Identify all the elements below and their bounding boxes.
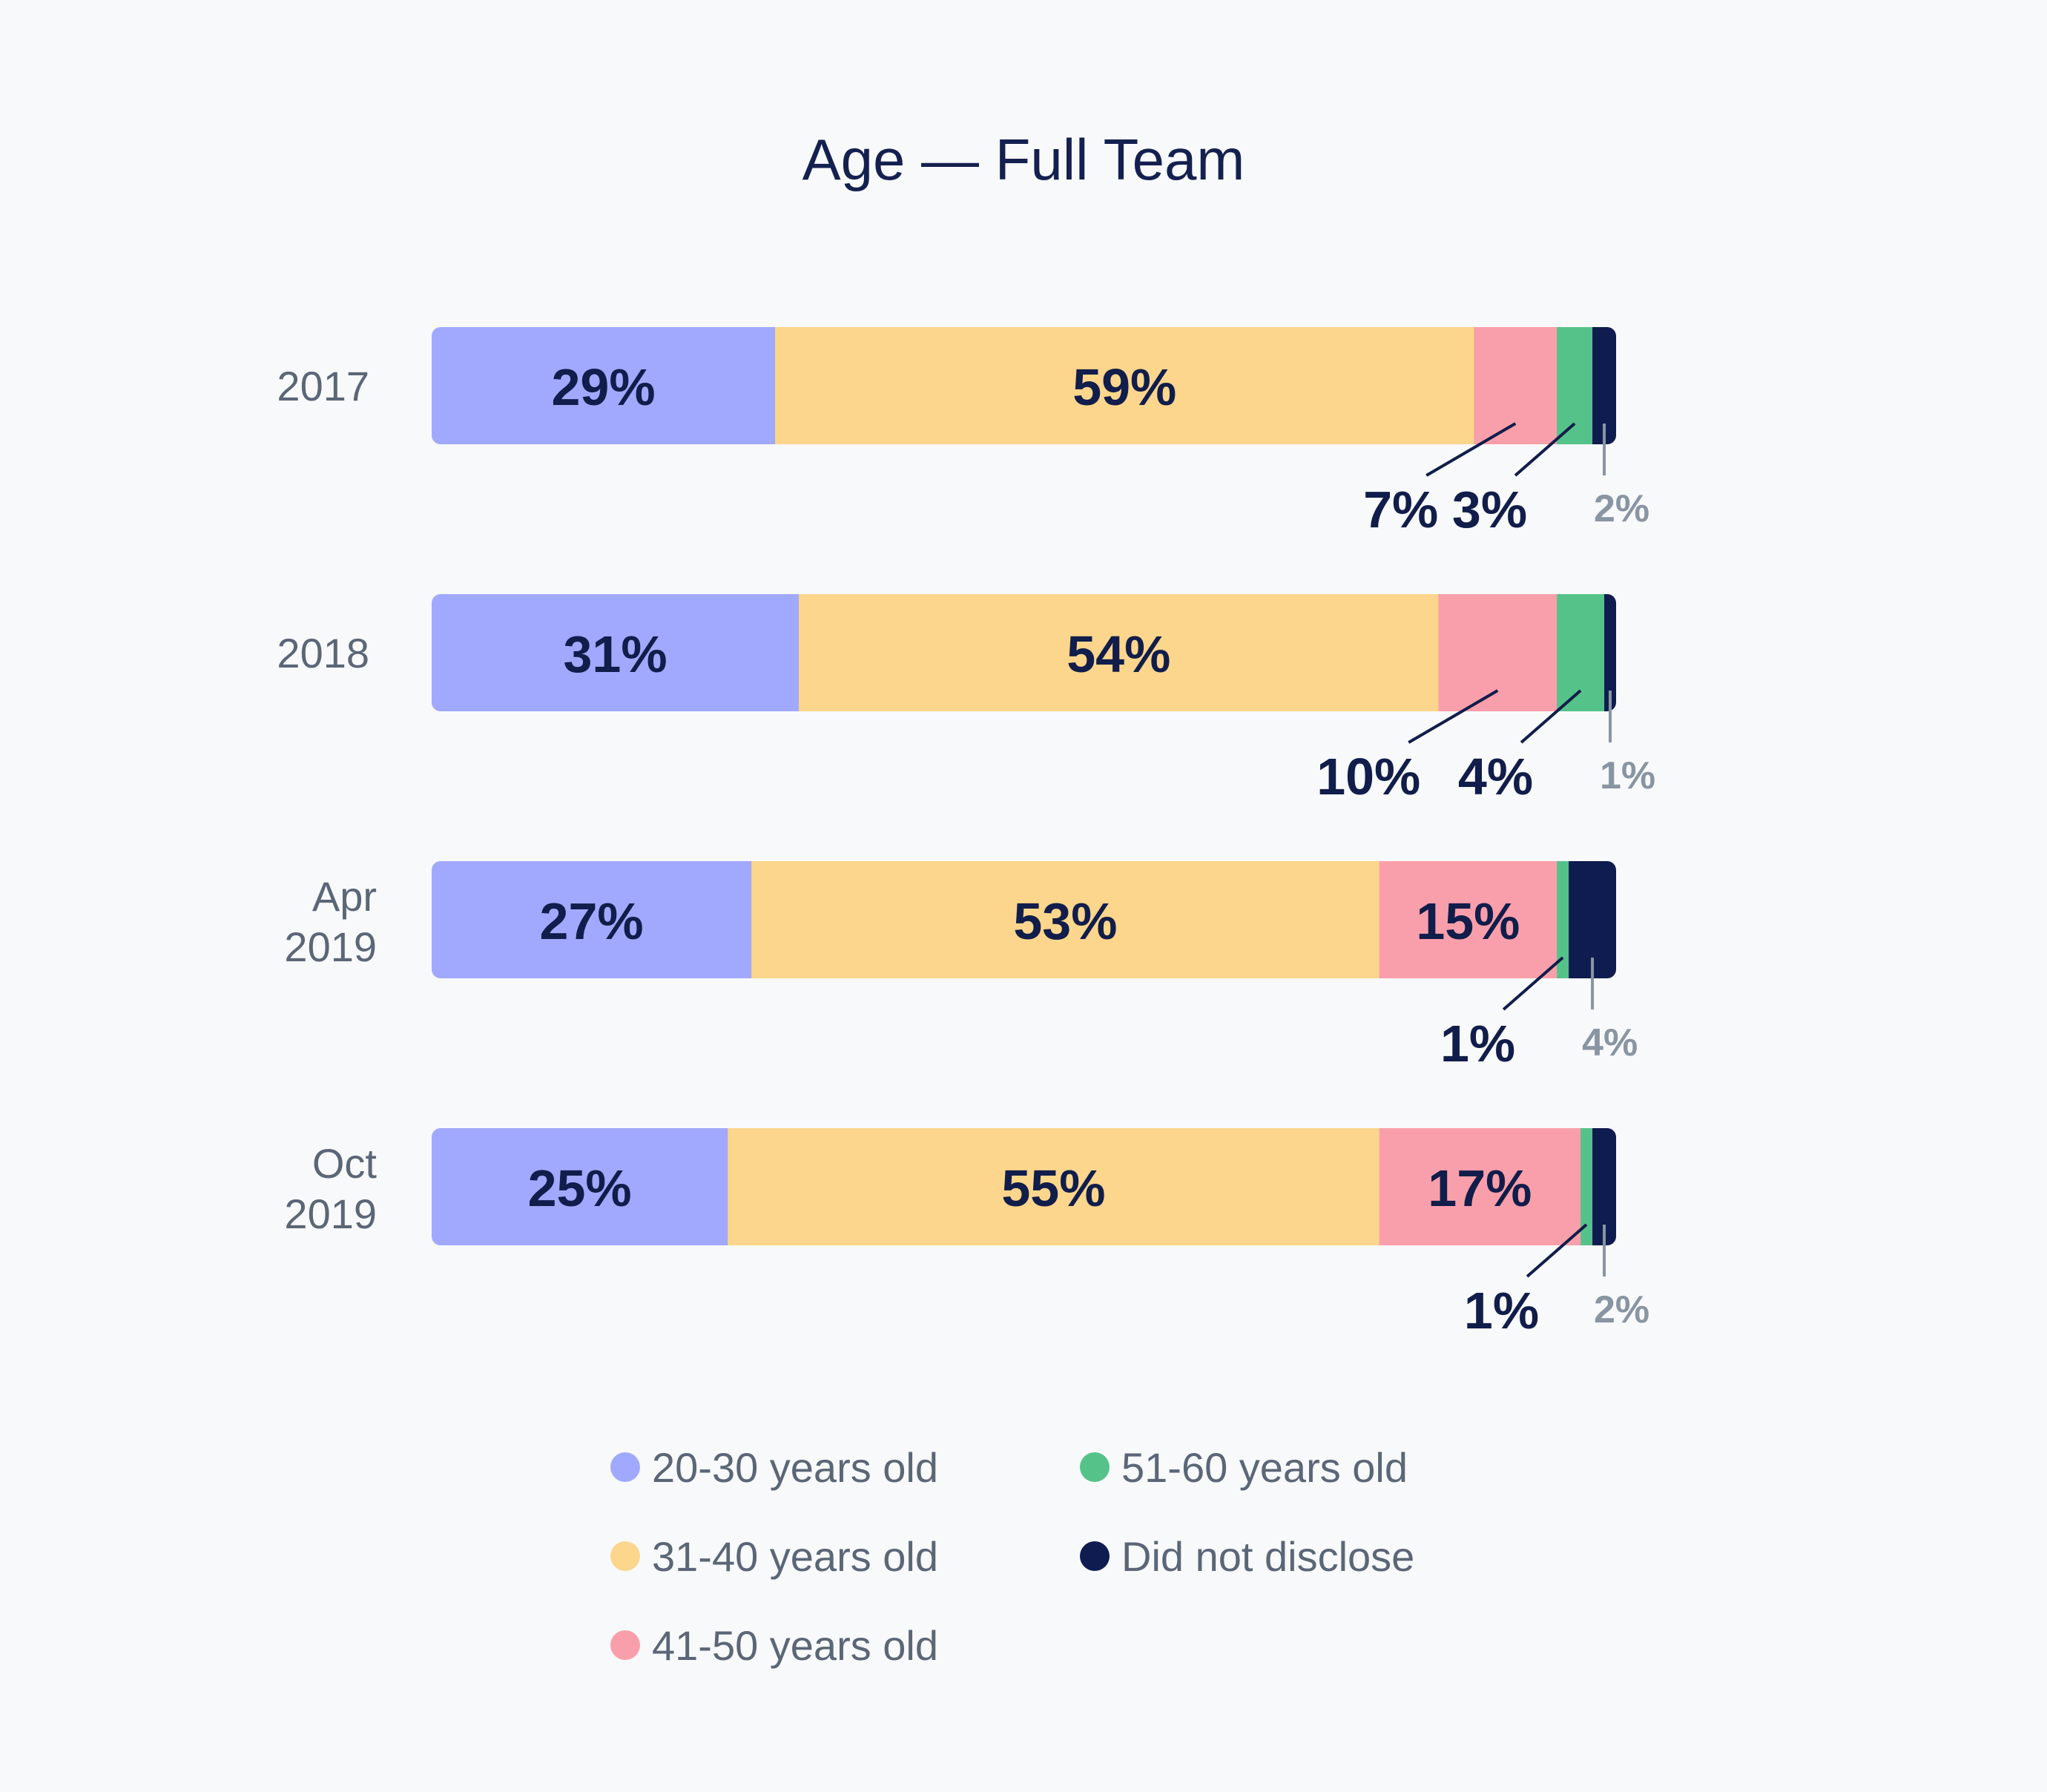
legend-item-51-60-years-old: 51-60 years old bbox=[1080, 1444, 1408, 1491]
leader-line bbox=[1520, 689, 1582, 744]
bar-segment-20-30-years-old-2018 bbox=[432, 594, 800, 711]
bar-segment-51-60-years-old-2017 bbox=[1557, 327, 1593, 444]
bar-segment-20-30-years-old-oct-2019 bbox=[432, 1128, 728, 1245]
legend-label: Did not disclose bbox=[1121, 1533, 1414, 1580]
legend-swatch bbox=[610, 1630, 640, 1660]
legend-label: 20-30 years old bbox=[652, 1444, 938, 1491]
leader-line bbox=[1425, 422, 1517, 477]
legend-swatch bbox=[1080, 1452, 1110, 1482]
bar-row-apr-2019: Apr 2019 27% 53% 15% 1% 4% bbox=[284, 861, 1638, 1073]
value-label: 4% bbox=[1458, 748, 1533, 806]
value-label: 59% bbox=[1072, 358, 1176, 416]
bar-segment-20-30-years-old-apr-2019 bbox=[432, 861, 752, 978]
legend-item-31-40-years-old: 31-40 years old bbox=[610, 1533, 938, 1580]
value-label: 54% bbox=[1067, 625, 1170, 683]
bar-segment-31-40-years-old-2018 bbox=[799, 594, 1439, 711]
value-label: 1% bbox=[1440, 1015, 1515, 1073]
legend: 20-30 years old 31-40 years old 41-50 year… bbox=[610, 1444, 1414, 1669]
legend-item-did-not-disclose: Did not disclose bbox=[1080, 1533, 1414, 1580]
value-label: 15% bbox=[1416, 892, 1520, 950]
value-label: 27% bbox=[540, 892, 644, 950]
chart-title: Age — Full Team bbox=[802, 127, 1245, 192]
bar-segment-41-50-years-old-2017 bbox=[1474, 327, 1558, 444]
value-label: 2% bbox=[1594, 1288, 1649, 1331]
leader-line bbox=[1526, 1223, 1588, 1278]
category-label: 2017 bbox=[277, 363, 369, 409]
legend-swatch bbox=[610, 1541, 640, 1571]
legend-label: 41-50 years old bbox=[652, 1622, 938, 1669]
category-label: 2018 bbox=[277, 630, 369, 676]
value-label: 31% bbox=[563, 625, 667, 683]
legend-swatch bbox=[610, 1452, 640, 1482]
bar-row-2017: 2017 29% 59% 7% 3% 2% bbox=[277, 327, 1649, 538]
value-label: 17% bbox=[1428, 1159, 1532, 1217]
value-label: 1% bbox=[1600, 754, 1655, 797]
value-label: 2% bbox=[1594, 487, 1649, 530]
bars-layer: 2017 29% 59%7% 3% 2%2018 31% 54%10% 4% 1%Apr 2019… bbox=[277, 327, 1655, 1340]
value-label: 25% bbox=[528, 1159, 632, 1217]
category-label: Oct 2019 bbox=[284, 1140, 377, 1237]
value-label: 55% bbox=[1001, 1159, 1105, 1217]
value-label: 10% bbox=[1316, 748, 1420, 806]
bar-segment-31-40-years-old-oct-2019 bbox=[728, 1128, 1380, 1245]
bar-segment-51-60-years-old-2018 bbox=[1557, 594, 1605, 711]
bar-segment-41-50-years-old-apr-2019 bbox=[1379, 861, 1558, 978]
legend-item-41-50-years-old: 41-50 years old bbox=[610, 1622, 938, 1669]
leader-line bbox=[1408, 689, 1499, 744]
bar-segment-51-60-years-old-apr-2019 bbox=[1557, 861, 1569, 978]
bar-segment-did-not-disclose-2018 bbox=[1604, 594, 1616, 711]
bar-segment-41-50-years-old-2018 bbox=[1438, 594, 1558, 711]
bar-row-2018: 2018 31% 54% 10% 4% 1% bbox=[277, 594, 1655, 806]
leader-line bbox=[1514, 422, 1576, 477]
value-label: 4% bbox=[1582, 1021, 1638, 1064]
bar-segment-41-50-years-old-oct-2019 bbox=[1379, 1128, 1581, 1245]
value-label: 53% bbox=[1013, 892, 1117, 950]
bar-segment-51-60-years-old-oct-2019 bbox=[1580, 1128, 1593, 1245]
category-label: Apr 2019 bbox=[284, 873, 377, 970]
legend-item-20-30-years-old: 20-30 years old bbox=[610, 1444, 938, 1491]
value-label: 29% bbox=[552, 358, 656, 416]
bar-segment-31-40-years-old-2017 bbox=[775, 327, 1474, 444]
bar-segment-20-30-years-old-2017 bbox=[432, 327, 776, 444]
value-label: 1% bbox=[1464, 1282, 1539, 1340]
legend-label: 51-60 years old bbox=[1121, 1444, 1408, 1491]
bar-row-oct-2019: Oct 2019 25% 55% 17% 1% 2% bbox=[284, 1128, 1649, 1340]
value-label: 3% bbox=[1452, 481, 1527, 538]
bar-segment-31-40-years-old-apr-2019 bbox=[751, 861, 1380, 978]
leader-line bbox=[1502, 956, 1564, 1011]
value-label: 7% bbox=[1363, 481, 1438, 538]
legend-label: 31-40 years old bbox=[652, 1533, 938, 1580]
legend-swatch bbox=[1080, 1541, 1110, 1571]
